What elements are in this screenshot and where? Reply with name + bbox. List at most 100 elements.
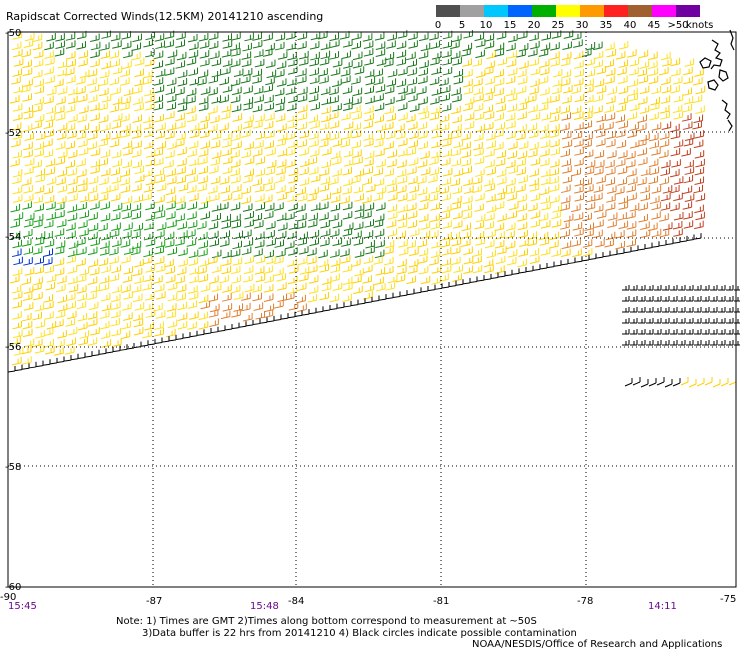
wind-barb [120,330,131,340]
wind-barb [418,130,428,140]
wind-barb [418,32,429,42]
wind-barb [167,282,178,291]
wind-barb [505,159,516,169]
wind-barb [516,49,526,58]
wind-barb [265,59,276,69]
wind-barb [561,240,572,250]
wind-barb [14,364,23,372]
wind-barb [562,41,572,50]
wind-barb [90,237,100,247]
wind-barb [670,318,678,324]
wind-barb [648,378,657,387]
wind-barb [232,257,243,266]
wind-barb [66,58,76,68]
wind-barb [463,265,473,274]
wind-barb [594,159,605,169]
wind-barb [407,265,418,274]
time-label-1: 15:48 [250,601,279,612]
wind-barb [186,105,196,115]
wind-barb [112,284,122,294]
wind-barb [659,105,670,114]
wind-barb [483,177,494,187]
wind-barb [734,297,740,302]
wind-barb [9,274,20,284]
wind-barb [22,356,32,365]
lon-label-78: -78 [577,596,593,607]
wind-barb [110,212,121,221]
wind-barb [486,204,497,214]
wind-barb [46,105,56,115]
wind-barb [343,121,354,130]
wind-barb [506,257,517,266]
wind-barb [46,176,57,186]
wind-barb [57,67,67,77]
wind-barb [175,120,186,129]
wind-barb [220,185,231,194]
wind-barb [130,246,141,256]
wind-barb [23,246,34,255]
wind-barb [177,320,188,330]
wind-barb [637,114,647,123]
wind-barb [243,265,254,275]
wind-barb [594,219,604,228]
wind-barb [485,148,495,158]
wind-barb [330,273,340,282]
wind-barb [155,310,166,319]
wind-barb [639,105,650,114]
wind-barb [68,240,79,250]
wind-barb [630,296,638,302]
wind-barb [364,57,374,66]
wind-barb [122,159,132,169]
wind-barb [67,212,78,222]
wind-barb [726,307,734,313]
wind-barb [720,378,729,387]
wind-barb [309,85,319,95]
wind-barb [540,139,551,149]
wind-barb [210,326,219,334]
wind-barb [462,195,473,205]
wind-barb [77,292,87,302]
wind-barb [398,239,408,248]
wind-barb [463,102,473,112]
wind-barb [472,255,482,264]
wind-barb [417,105,428,115]
wind-barb [628,78,639,88]
wind-barb [494,69,505,78]
wind-barb [57,330,67,339]
wind-barb [332,219,343,229]
lat-label-60: -60 [5,582,21,593]
wind-barb [263,120,274,130]
wind-barb [662,296,670,302]
wind-barb [452,195,462,205]
wind-barb [420,275,431,285]
wind-barb [702,329,710,335]
wind-barb [638,202,648,211]
wind-barb [384,256,394,266]
wind-barb [516,85,527,94]
wind-barb [242,120,253,130]
wind-barb [538,212,549,222]
wind-barb [429,167,440,176]
wind-barb [630,340,638,346]
wind-barb [241,229,252,238]
wind-barb [618,201,629,210]
wind-barb [629,122,639,131]
wind-barb [718,285,726,291]
wind-barb [540,176,551,186]
wind-barb [637,157,648,166]
wind-barb [177,69,188,79]
wind-barb [638,307,646,313]
wind-barb [420,286,429,293]
wind-barb [551,210,561,220]
wind-barb [573,111,584,121]
wind-barb [670,84,680,94]
wind-barb [299,50,309,60]
wind-barb [77,201,87,211]
wind-barb [65,32,76,41]
wind-barb [198,175,208,184]
wind-barb [35,330,45,339]
wind-barb [549,231,560,241]
wind-barb [76,158,86,167]
wind-barb [364,150,375,160]
wind-barb [12,300,22,309]
